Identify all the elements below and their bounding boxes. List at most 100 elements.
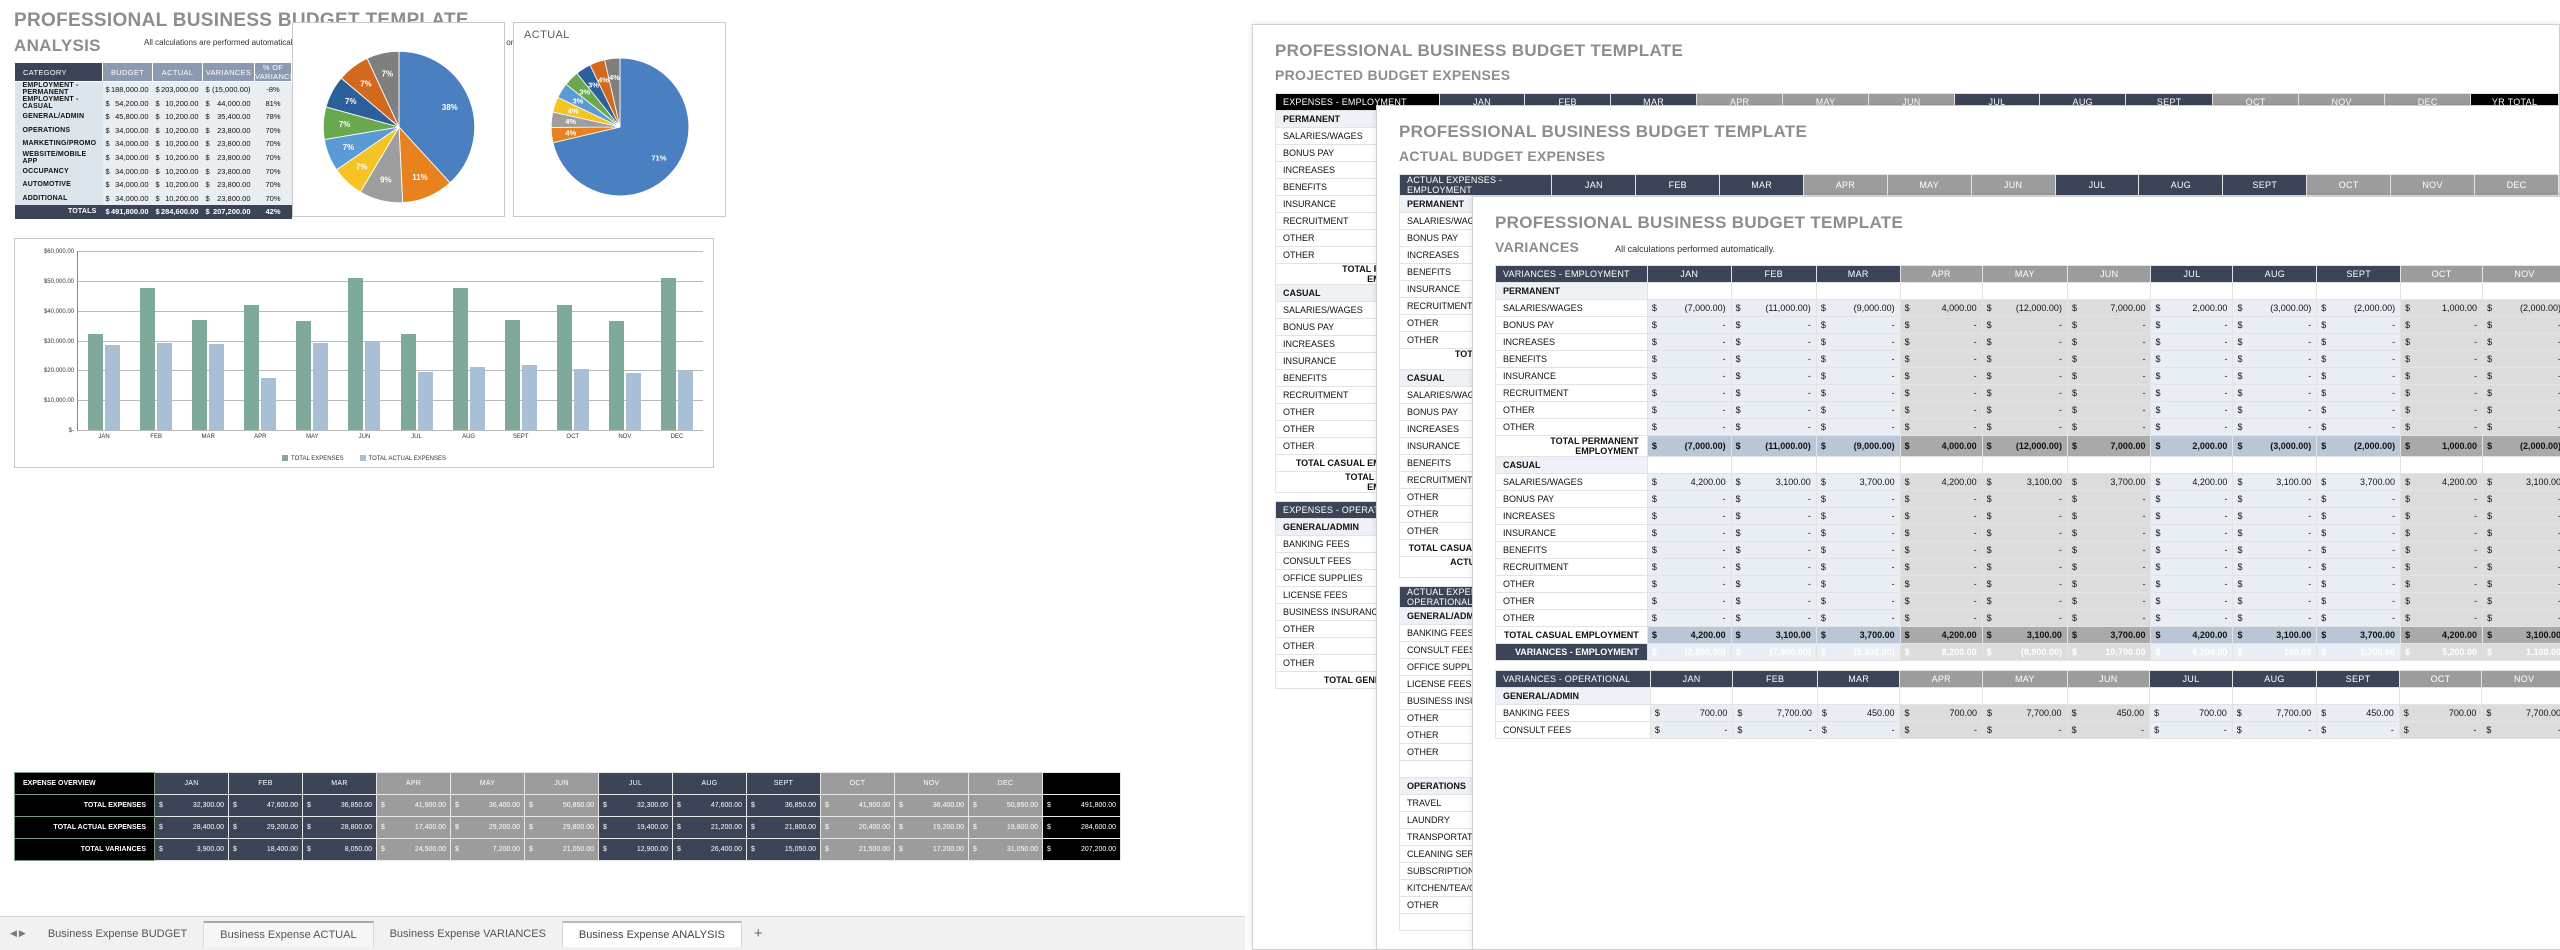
variances-cell[interactable] — [1899, 282, 1983, 300]
variances-cell[interactable]: $- — [2482, 490, 2560, 508]
variances-cell[interactable]: $- — [2232, 316, 2318, 334]
variances-cell[interactable]: $- — [2066, 490, 2152, 508]
variances-cell[interactable]: $1,700.00 — [2316, 643, 2402, 661]
variances-cell[interactable] — [1815, 456, 1901, 474]
variances-cell[interactable]: $- — [1815, 333, 1901, 351]
variances-cell[interactable]: $ (12,000.00) — [1981, 435, 2068, 457]
variances-cell[interactable]: $- — [1646, 507, 1732, 525]
sheet-tab-business-expense-actual[interactable]: Business Expense ACTUAL — [204, 920, 374, 947]
variances-cell[interactable]: $- — [1899, 401, 1983, 419]
variances-cell[interactable]: $1,000.00 — [2400, 435, 2484, 457]
variances-cell[interactable]: $7,000.00 — [2066, 299, 2152, 317]
variances-cell[interactable]: $- — [2316, 367, 2402, 385]
variances-cell[interactable]: $ (3,000.00) — [2232, 299, 2318, 317]
variances-cell[interactable]: $5,200.00 — [2400, 643, 2484, 661]
variances-cell[interactable]: $- — [2482, 316, 2560, 334]
variances-cell[interactable]: $7,700.00 — [2231, 704, 2318, 722]
variances-cell[interactable]: $- — [1899, 507, 1983, 525]
variances-cell[interactable]: $- — [1730, 524, 1817, 542]
variances-cell[interactable]: $- — [1646, 384, 1732, 402]
variances-cell[interactable] — [2066, 282, 2152, 300]
variances-cell[interactable]: $ (2,000.00) — [2316, 435, 2402, 457]
variances-cell[interactable]: $- — [1981, 490, 2068, 508]
variances-cell[interactable]: $ (2,000.00) — [2316, 299, 2402, 317]
variances-cell[interactable] — [2232, 282, 2318, 300]
variances-cell[interactable]: $- — [1730, 418, 1817, 436]
variances-cell[interactable]: $450.00 — [2066, 704, 2151, 722]
add-sheet-button[interactable]: + — [753, 925, 763, 942]
tab-prev-icon[interactable]: ◀ — [10, 928, 17, 938]
variances-cell[interactable] — [2400, 456, 2484, 474]
variances-cell[interactable]: $3,700.00 — [2316, 473, 2402, 491]
variances-cell[interactable]: $- — [2482, 333, 2560, 351]
variances-cell[interactable] — [1732, 687, 1818, 705]
variances-cell[interactable]: $- — [1981, 524, 2068, 542]
variances-cell[interactable]: $4,200.00 — [1899, 626, 1983, 644]
variances-cell[interactable]: $- — [2482, 507, 2560, 525]
variances-cell[interactable]: $- — [2316, 609, 2402, 627]
sheet-tab-business-expense-budget[interactable]: Business Expense BUDGET — [31, 920, 205, 947]
variances-cell[interactable]: $- — [1646, 333, 1732, 351]
variances-cell[interactable]: $- — [2066, 524, 2152, 542]
variances-cell[interactable]: $- — [2066, 575, 2152, 593]
variances-cell[interactable]: $2,000.00 — [2150, 435, 2234, 457]
variances-cell[interactable]: $- — [2066, 333, 2152, 351]
variances-cell[interactable]: $700.00 — [2149, 704, 2233, 722]
variances-cell[interactable]: $3,100.00 — [2482, 473, 2560, 491]
variances-cell[interactable] — [1730, 456, 1817, 474]
variances-cell[interactable]: $- — [2232, 524, 2318, 542]
variances-cell[interactable]: $3,700.00 — [2316, 626, 2402, 644]
variances-cell[interactable]: $- — [2482, 541, 2560, 559]
variances-cell[interactable]: $- — [1981, 558, 2068, 576]
variances-cell[interactable]: $- — [2066, 507, 2152, 525]
variances-cell[interactable]: $- — [2398, 721, 2483, 739]
variances-cell[interactable]: $ (2,000.00) — [2482, 299, 2560, 317]
variances-cell[interactable]: $- — [1981, 418, 2068, 436]
variances-cell[interactable]: $- — [2400, 350, 2484, 368]
variances-cell[interactable] — [1982, 687, 2068, 705]
variances-cell[interactable]: $ (7,000.00) — [1646, 435, 1732, 457]
variances-cell[interactable]: $- — [2400, 401, 2484, 419]
variances-cell[interactable]: $8,200.00 — [1899, 643, 1983, 661]
variances-cell[interactable]: $3,100.00 — [1981, 626, 2068, 644]
variances-cell[interactable]: $- — [2232, 384, 2318, 402]
variances-cell[interactable]: $7,700.00 — [1982, 704, 2068, 722]
variances-cell[interactable]: $- — [1981, 507, 2068, 525]
variances-cell[interactable]: $4,200.00 — [2400, 473, 2484, 491]
variances-cell[interactable]: $- — [2316, 575, 2402, 593]
variances-cell[interactable]: $7,000.00 — [2066, 435, 2152, 457]
variances-cell[interactable]: $- — [2316, 558, 2402, 576]
variances-cell[interactable]: $- — [2232, 558, 2318, 576]
variances-cell[interactable]: $ (2,000.00) — [2482, 435, 2560, 457]
variances-cell[interactable]: $- — [2066, 721, 2151, 739]
variances-cell[interactable]: $- — [2150, 592, 2234, 610]
variances-cell[interactable]: $- — [1730, 541, 1817, 559]
sheet-tab-business-expense-analysis[interactable]: Business Expense ANALYSIS — [562, 920, 742, 947]
variances-cell[interactable]: $- — [2150, 490, 2234, 508]
variances-cell[interactable]: $- — [1981, 401, 2068, 419]
variances-cell[interactable]: $- — [2066, 350, 2152, 368]
variances-cell[interactable]: $3,100.00 — [1730, 626, 1817, 644]
variances-cell[interactable] — [2400, 282, 2484, 300]
variances-cell[interactable]: $- — [2316, 418, 2402, 436]
variances-cell[interactable]: $- — [1646, 350, 1732, 368]
variances-cell[interactable]: $- — [2066, 418, 2152, 436]
variances-cell[interactable]: $- — [1981, 333, 2068, 351]
variances-cell[interactable]: $- — [2400, 558, 2484, 576]
variances-cell[interactable]: $- — [1815, 541, 1901, 559]
variances-cell[interactable]: $- — [2150, 507, 2234, 525]
variances-cell[interactable]: $- — [1815, 490, 1901, 508]
variances-cell[interactable]: $- — [1730, 384, 1817, 402]
variances-cell[interactable]: $- — [2400, 592, 2484, 610]
variances-cell[interactable]: $- — [1815, 524, 1901, 542]
variances-cell[interactable]: $- — [1646, 367, 1732, 385]
variances-cell[interactable]: $1,100.00 — [2482, 643, 2560, 661]
variances-cell[interactable]: $- — [1646, 541, 1732, 559]
variances-cell[interactable]: $- — [1982, 721, 2068, 739]
variances-cell[interactable]: $3,700.00 — [1815, 473, 1901, 491]
variances-cell[interactable]: $- — [1899, 418, 1983, 436]
variances-cell[interactable]: $- — [1646, 524, 1732, 542]
sheet-tab-business-expense-variances[interactable]: Business Expense VARIANCES — [373, 920, 563, 947]
variances-cell[interactable]: $- — [2150, 384, 2234, 402]
variances-cell[interactable]: $- — [1646, 558, 1732, 576]
